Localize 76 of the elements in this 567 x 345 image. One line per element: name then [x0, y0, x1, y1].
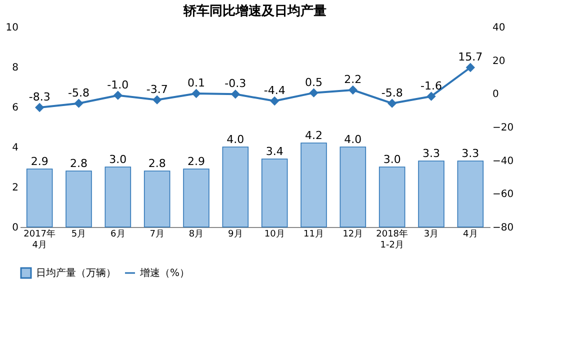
y2-tick-label: −20	[492, 122, 514, 134]
point	[348, 86, 358, 94]
data-label: 4.0	[226, 133, 244, 146]
data-label: 3.0	[109, 153, 127, 166]
point	[310, 88, 318, 97]
bar	[261, 158, 288, 228]
data-label: 3.4	[266, 145, 284, 158]
x-tick-label: 12月	[342, 230, 364, 240]
x-tick-label: 3月	[424, 230, 439, 240]
data-label: 0.1	[188, 76, 205, 90]
data-label: 15.7	[458, 50, 483, 64]
y-tick-label: 8	[12, 62, 18, 74]
bar	[457, 160, 484, 228]
data-label: -8.3	[28, 90, 50, 104]
data-label: -0.3	[224, 77, 246, 90]
data-label: 2.8	[70, 157, 88, 170]
y-tick-label: 0	[12, 222, 18, 234]
bar	[222, 146, 249, 228]
bar	[66, 170, 92, 228]
y-tick-label: 2	[12, 182, 18, 194]
data-label: 2.8	[148, 157, 166, 170]
bar	[300, 142, 327, 228]
data-label: -5.8	[381, 86, 403, 100]
legend-label: 增速（%）	[139, 267, 190, 279]
data-label: -4.4	[264, 84, 286, 97]
data-label: -1.0	[107, 78, 129, 92]
bar	[104, 166, 132, 228]
bar	[340, 146, 366, 228]
point	[466, 63, 475, 72]
bar	[418, 160, 444, 228]
data-label: 0.5	[305, 76, 322, 89]
x-tick-label: 8月	[188, 230, 204, 240]
point	[114, 91, 122, 100]
data-label: 4.2	[305, 129, 322, 142]
legend-label: 日均产量（万辆）	[36, 267, 116, 279]
y-tick-label: 10	[6, 22, 18, 34]
x-tick-label: 9月	[228, 230, 243, 240]
y2-tick-label: 20	[492, 56, 506, 67]
point	[427, 92, 436, 100]
x-tick-label: 5月	[71, 230, 86, 240]
data-label: -1.6	[420, 79, 442, 92]
point	[231, 90, 240, 98]
data-label: -3.7	[146, 82, 168, 96]
point	[35, 103, 44, 112]
chart-title: 轿车同比增速及日均产量	[182, 3, 326, 19]
y2-tick-label: 40	[492, 22, 506, 34]
x-tick-label: 10月	[264, 230, 285, 240]
x-tick-label: 4月	[463, 230, 478, 240]
bar	[183, 168, 210, 228]
data-label: 2.9	[188, 155, 205, 168]
bar	[144, 170, 170, 228]
point	[152, 96, 162, 104]
point	[388, 99, 396, 108]
y-tick-label: 6	[12, 102, 18, 114]
data-label: -5.8	[68, 86, 90, 100]
x-tick-label: 2018年 1-2月	[376, 228, 408, 250]
point	[74, 99, 83, 108]
y2-tick-label: −80	[492, 222, 514, 234]
x-tick-label: 6月	[110, 230, 126, 240]
bar	[26, 168, 53, 228]
y-tick-label: 4	[12, 142, 18, 154]
data-label: 3.3	[422, 147, 440, 160]
point	[192, 89, 200, 98]
bar	[378, 166, 406, 228]
data-label: 3.0	[383, 153, 401, 166]
y2-tick-label: −40	[492, 156, 514, 167]
data-label: 2.2	[344, 73, 362, 86]
x-tick-label: 11月	[304, 230, 324, 240]
y2-tick-label: −60	[492, 189, 514, 200]
x-tick-label: 2017年 4月	[24, 228, 56, 250]
y2-tick-label: 0	[492, 89, 499, 100]
data-label: 3.3	[462, 147, 480, 160]
data-label: 2.9	[30, 155, 48, 168]
x-tick-label: 7月	[150, 230, 164, 240]
point	[270, 96, 279, 106]
data-label: 4.0	[344, 133, 362, 146]
